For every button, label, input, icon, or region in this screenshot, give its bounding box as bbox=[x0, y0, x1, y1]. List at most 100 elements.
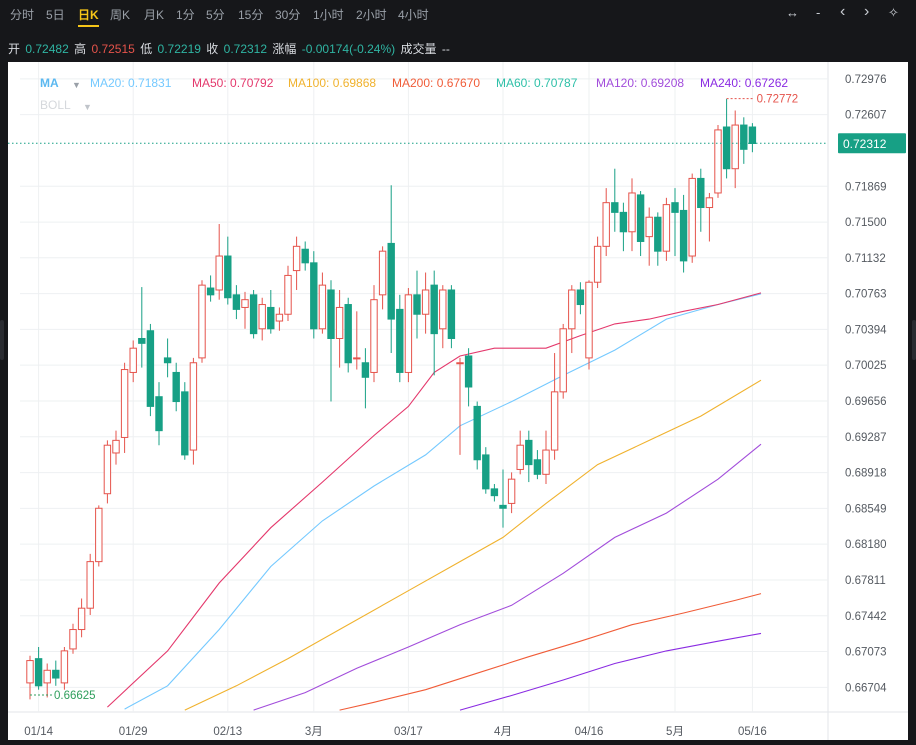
candle-body bbox=[224, 255, 232, 299]
price-tick-label: 0.69656 bbox=[845, 396, 887, 408]
left-drawer-handle[interactable] bbox=[0, 320, 4, 360]
tab-5day[interactable]: 5日 bbox=[46, 8, 65, 22]
candle-up bbox=[284, 265, 292, 322]
candle-body bbox=[77, 607, 86, 631]
tab-30min[interactable]: 30分 bbox=[275, 8, 301, 22]
tab-5min[interactable]: 5分 bbox=[206, 8, 225, 22]
price-tick-label: 0.72976 bbox=[845, 74, 887, 86]
candle-up bbox=[120, 362, 129, 453]
candle-body bbox=[482, 454, 490, 490]
candle-down bbox=[163, 338, 172, 378]
candle-body bbox=[473, 405, 481, 461]
candle-body bbox=[206, 287, 215, 296]
boll-dropdown-icon[interactable]: ▼ bbox=[83, 102, 92, 112]
price-tick-label: 0.71869 bbox=[845, 181, 887, 193]
candle-up bbox=[662, 197, 671, 261]
price-tick-label: 0.70025 bbox=[845, 360, 887, 372]
low-label: 低 bbox=[140, 42, 153, 56]
candle-up bbox=[43, 663, 51, 698]
candle-down bbox=[396, 294, 404, 383]
candle-down bbox=[310, 251, 318, 339]
candle-up bbox=[189, 357, 198, 465]
candle-body bbox=[688, 177, 696, 257]
ma-dropdown-icon[interactable]: ▼ bbox=[72, 80, 81, 90]
tab-4hour[interactable]: 4小时 bbox=[398, 8, 429, 22]
tab-1min[interactable]: 1分 bbox=[176, 8, 195, 22]
tab-1hour[interactable]: 1小时 bbox=[313, 8, 344, 22]
candle-up bbox=[585, 280, 593, 370]
candle-down bbox=[464, 348, 473, 407]
candle-body bbox=[189, 362, 198, 451]
candle-up bbox=[370, 285, 378, 383]
ma50-line bbox=[107, 292, 762, 708]
price-tick-label: 0.67442 bbox=[845, 611, 887, 623]
candle-body bbox=[611, 202, 619, 213]
candlestick-chart[interactable]: 0.72772 0.66625 0.72312 0.72976 0.72607 0.71… bbox=[8, 62, 908, 740]
candle-up bbox=[318, 272, 327, 334]
close-label: 收 bbox=[206, 42, 219, 56]
tab-2hour[interactable]: 2小时 bbox=[356, 8, 387, 22]
candle-up bbox=[129, 340, 137, 383]
next-icon[interactable]: › bbox=[864, 3, 870, 20]
tab-15min[interactable]: 15分 bbox=[238, 8, 264, 22]
candle-body bbox=[155, 396, 163, 432]
candle-body bbox=[550, 391, 559, 451]
candle-up bbox=[542, 430, 550, 485]
settings-icon[interactable]: ✧ bbox=[888, 5, 899, 20]
prev-icon[interactable]: ‹ bbox=[840, 3, 846, 20]
candle-body bbox=[86, 561, 94, 609]
date-axis: 01/14 01/29 02/13 3月 03/17 4月 04/16 5月 05/16 bbox=[24, 726, 767, 738]
price-tick-label: 0.67811 bbox=[845, 575, 886, 587]
price-tick-label: 0.70394 bbox=[845, 324, 887, 336]
candle-body bbox=[267, 306, 275, 330]
boll-toggle-label[interactable]: BOLL bbox=[40, 98, 71, 112]
candle-body bbox=[60, 650, 69, 684]
tab-weekly-k[interactable]: 周K bbox=[110, 8, 131, 22]
ma240-line bbox=[459, 632, 762, 711]
expand-icon[interactable]: ↔ bbox=[786, 5, 799, 20]
candle-body bbox=[198, 284, 206, 359]
candle-body bbox=[516, 444, 524, 470]
minus-icon[interactable]: - bbox=[816, 5, 821, 20]
candle-up bbox=[103, 440, 112, 504]
candle-up bbox=[731, 110, 739, 189]
candle-body bbox=[146, 330, 155, 407]
candle-body bbox=[525, 439, 533, 466]
candle-body bbox=[34, 658, 43, 687]
candle-up bbox=[112, 430, 120, 465]
candle-up bbox=[241, 291, 249, 329]
price-axis: 0.72976 0.72607 0.71869 0.71500 0.71132 0.707… bbox=[845, 74, 887, 694]
candle-body bbox=[447, 289, 456, 339]
price-tick-label: 0.68918 bbox=[845, 468, 887, 480]
date-tick-label: 02/13 bbox=[213, 726, 242, 738]
candle-body bbox=[52, 669, 60, 679]
candle-body bbox=[404, 294, 413, 373]
candle-up bbox=[688, 173, 696, 263]
candle-body bbox=[499, 504, 507, 509]
candle-body bbox=[490, 488, 499, 497]
high-value: 0.72515 bbox=[91, 42, 135, 56]
ma-toggle-label[interactable]: MA bbox=[40, 76, 59, 90]
tab-daily-k[interactable]: 日K bbox=[78, 8, 99, 27]
right-drawer-handle[interactable] bbox=[912, 320, 916, 360]
tab-intraday[interactable]: 分时 bbox=[10, 8, 35, 22]
date-tick-label: 03/17 bbox=[394, 726, 423, 738]
tab-monthly-k[interactable]: 月K bbox=[144, 8, 165, 22]
candle-down bbox=[490, 484, 499, 502]
ma50-legend: MA50: 0.70792 bbox=[192, 76, 274, 90]
candle-body bbox=[413, 294, 421, 315]
candle-body bbox=[396, 308, 404, 373]
candle-down bbox=[181, 382, 189, 460]
candle-body bbox=[421, 289, 430, 315]
change-value: -0.00174(-0.24%) bbox=[301, 42, 396, 56]
candle-down bbox=[679, 194, 688, 273]
candle-body bbox=[172, 371, 180, 403]
ma60-legend: MA60: 0.70787 bbox=[496, 76, 578, 90]
candle-up bbox=[568, 285, 576, 354]
candle-body bbox=[275, 313, 284, 322]
candle-body bbox=[95, 507, 103, 563]
candle-up bbox=[69, 623, 77, 654]
chart-panel[interactable]: 0.72772 0.66625 0.72312 0.72976 0.72607 0.71… bbox=[8, 62, 908, 740]
date-tick-label: 04/16 bbox=[575, 726, 604, 738]
candle-down bbox=[344, 297, 352, 373]
